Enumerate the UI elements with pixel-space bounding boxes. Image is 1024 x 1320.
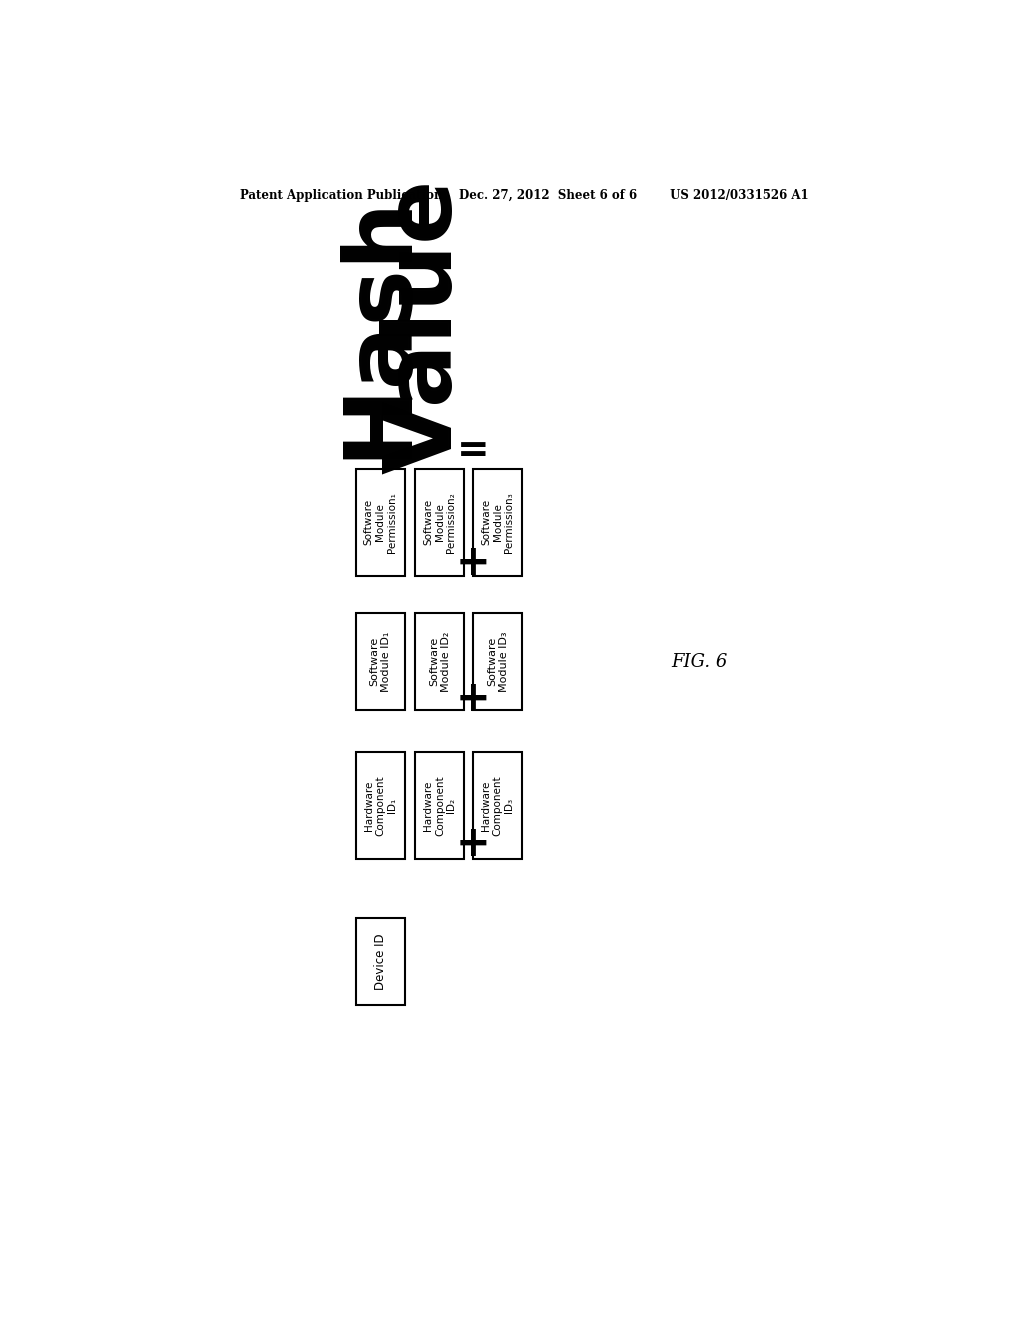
Text: Patent Application Publication    Dec. 27, 2012  Sheet 6 of 6        US 2012/033: Patent Application Publication Dec. 27, … bbox=[241, 189, 809, 202]
FancyBboxPatch shape bbox=[416, 469, 465, 576]
FancyBboxPatch shape bbox=[355, 752, 404, 859]
Text: Device ID: Device ID bbox=[374, 933, 387, 990]
FancyBboxPatch shape bbox=[355, 469, 404, 576]
Text: Software
Module
Permission₃: Software Module Permission₃ bbox=[481, 492, 514, 553]
Text: +: + bbox=[456, 824, 490, 866]
FancyBboxPatch shape bbox=[355, 919, 404, 1005]
Text: Software
Module
Permission₂: Software Module Permission₂ bbox=[423, 492, 457, 553]
FancyBboxPatch shape bbox=[416, 752, 465, 859]
Text: Software
Module ID₃: Software Module ID₃ bbox=[487, 631, 509, 692]
Text: FIG. 6: FIG. 6 bbox=[671, 652, 728, 671]
Text: Hardware
Component
ID₂: Hardware Component ID₂ bbox=[423, 776, 457, 836]
Text: +: + bbox=[456, 543, 490, 583]
FancyBboxPatch shape bbox=[355, 614, 404, 710]
FancyBboxPatch shape bbox=[473, 469, 522, 576]
Text: Value: Value bbox=[380, 178, 472, 474]
Text: +: + bbox=[456, 678, 490, 721]
Text: Software
Module ID₁: Software Module ID₁ bbox=[370, 631, 391, 692]
FancyBboxPatch shape bbox=[473, 752, 522, 859]
Text: Hash: Hash bbox=[332, 193, 424, 459]
Text: Software
Module
Permission₁: Software Module Permission₁ bbox=[364, 492, 397, 553]
Text: =: = bbox=[457, 432, 489, 470]
FancyBboxPatch shape bbox=[416, 614, 465, 710]
Text: Hardware
Component
ID₁: Hardware Component ID₁ bbox=[364, 776, 397, 836]
Text: Software
Module ID₂: Software Module ID₂ bbox=[429, 631, 451, 692]
FancyBboxPatch shape bbox=[473, 614, 522, 710]
Text: Hardware
Component
ID₃: Hardware Component ID₃ bbox=[481, 776, 514, 836]
